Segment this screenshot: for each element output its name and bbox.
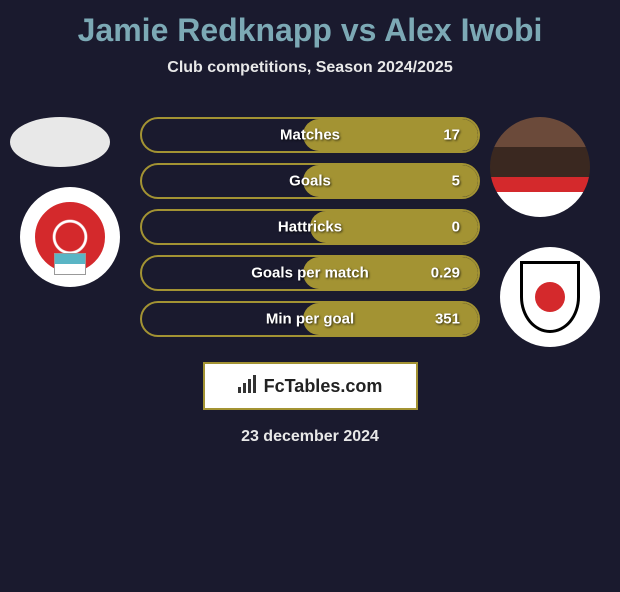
stat-value: 0.29	[431, 265, 460, 282]
date-text: 23 december 2024	[0, 428, 620, 446]
player-right-avatar	[490, 117, 590, 217]
stat-label: Hattricks	[278, 219, 342, 236]
player-left-avatar	[10, 117, 110, 167]
stat-label: Goals	[289, 173, 331, 190]
brand-text: FcTables.com	[264, 376, 383, 397]
stat-bar-hattricks: Hattricks 0	[140, 209, 480, 245]
brand-box: FcTables.com	[203, 362, 418, 410]
page-title: Jamie Redknapp vs Alex Iwobi	[0, 12, 620, 49]
stat-bars: Matches 17 Goals 5 Hattricks 0 Goals per…	[140, 117, 480, 347]
stat-label: Min per goal	[266, 311, 354, 328]
stats-area: Matches 17 Goals 5 Hattricks 0 Goals per…	[0, 107, 620, 347]
club-right-badge	[500, 247, 600, 347]
stat-bar-goals: Goals 5	[140, 163, 480, 199]
comparison-card: Jamie Redknapp vs Alex Iwobi Club compet…	[0, 12, 620, 446]
stat-label: Matches	[280, 127, 340, 144]
fulham-badge-icon	[520, 261, 580, 333]
stat-label: Goals per match	[251, 265, 369, 282]
stat-value: 351	[435, 311, 460, 328]
club-left-badge	[20, 187, 120, 287]
subtitle: Club competitions, Season 2024/2025	[0, 59, 620, 77]
stat-value: 0	[452, 219, 460, 236]
stat-bar-matches: Matches 17	[140, 117, 480, 153]
stat-bar-min-per-goal: Min per goal 351	[140, 301, 480, 337]
stat-bar-goals-per-match: Goals per match 0.29	[140, 255, 480, 291]
stat-value: 5	[452, 173, 460, 190]
chart-icon	[238, 375, 258, 398]
southampton-badge-icon	[35, 202, 105, 272]
stat-value: 17	[443, 127, 460, 144]
